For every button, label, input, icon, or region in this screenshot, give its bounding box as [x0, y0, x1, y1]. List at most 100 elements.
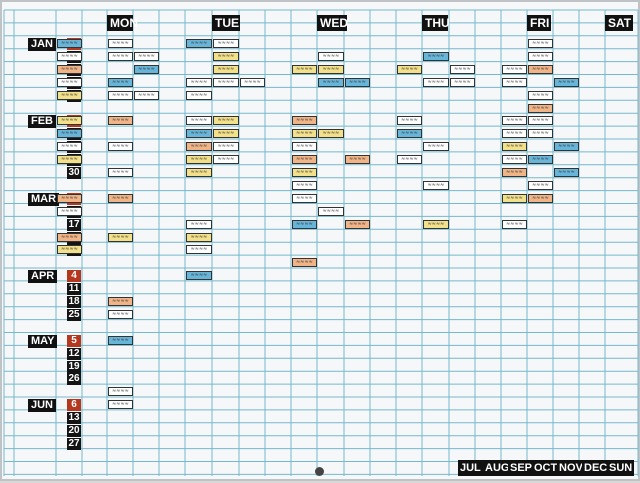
- magnet-white[interactable]: ≈≈≈≈: [186, 219, 212, 229]
- magnet-yellow[interactable]: ≈≈≈≈: [397, 64, 422, 74]
- magnet-white[interactable]: ≈≈≈≈: [108, 387, 133, 397]
- magnet-yellow[interactable]: ≈≈≈≈: [213, 64, 239, 74]
- magnet-white[interactable]: ≈≈≈≈: [423, 77, 449, 87]
- magnet-blue[interactable]: ≈≈≈≈: [528, 155, 553, 165]
- magnet-yellow[interactable]: ≈≈≈≈: [57, 155, 82, 165]
- magnet-white[interactable]: ≈≈≈≈: [186, 116, 212, 126]
- magnet-yellow[interactable]: ≈≈≈≈: [318, 129, 344, 139]
- magnet-orange[interactable]: ≈≈≈≈: [292, 258, 317, 268]
- magnet-white[interactable]: ≈≈≈≈: [318, 206, 344, 216]
- magnet-white[interactable]: ≈≈≈≈: [318, 51, 344, 61]
- magnet-white[interactable]: ≈≈≈≈: [108, 51, 133, 61]
- magnet-white[interactable]: ≈≈≈≈: [292, 180, 317, 190]
- magnet-yellow[interactable]: ≈≈≈≈: [57, 245, 82, 255]
- magnet-orange[interactable]: ≈≈≈≈: [292, 155, 317, 165]
- magnet-white[interactable]: ≈≈≈≈: [397, 155, 422, 165]
- magnet-white[interactable]: ≈≈≈≈: [213, 155, 239, 165]
- magnet-yellow[interactable]: ≈≈≈≈: [57, 116, 82, 126]
- magnet-blue[interactable]: ≈≈≈≈: [345, 77, 370, 87]
- magnet-yellow[interactable]: ≈≈≈≈: [292, 64, 317, 74]
- magnet-white[interactable]: ≈≈≈≈: [502, 77, 527, 87]
- magnet-blue[interactable]: ≈≈≈≈: [108, 335, 133, 345]
- magnet-white[interactable]: ≈≈≈≈: [292, 142, 317, 152]
- magnet-white[interactable]: ≈≈≈≈: [108, 142, 133, 152]
- magnet-yellow[interactable]: ≈≈≈≈: [423, 219, 449, 229]
- magnet-white[interactable]: ≈≈≈≈: [213, 39, 239, 48]
- magnet-orange[interactable]: ≈≈≈≈: [292, 116, 317, 126]
- magnet-orange[interactable]: ≈≈≈≈: [108, 116, 133, 126]
- magnet-white[interactable]: ≈≈≈≈: [528, 39, 553, 48]
- magnet-yellow[interactable]: ≈≈≈≈: [213, 116, 239, 126]
- magnet-blue[interactable]: ≈≈≈≈: [57, 39, 82, 48]
- magnet-white[interactable]: ≈≈≈≈: [108, 39, 133, 48]
- magnet-yellow[interactable]: ≈≈≈≈: [186, 232, 212, 242]
- magnet-white[interactable]: ≈≈≈≈: [502, 116, 527, 126]
- magnet-white[interactable]: ≈≈≈≈: [450, 64, 475, 74]
- magnet-white[interactable]: ≈≈≈≈: [186, 90, 212, 100]
- magnet-white[interactable]: ≈≈≈≈: [528, 90, 553, 100]
- magnet-white[interactable]: ≈≈≈≈: [213, 77, 239, 87]
- magnet-white[interactable]: ≈≈≈≈: [213, 142, 239, 152]
- magnet-yellow[interactable]: ≈≈≈≈: [186, 168, 212, 177]
- magnet-white[interactable]: ≈≈≈≈: [292, 193, 317, 203]
- magnet-white[interactable]: ≈≈≈≈: [57, 77, 82, 87]
- magnet-blue[interactable]: ≈≈≈≈: [423, 51, 449, 61]
- magnet-white[interactable]: ≈≈≈≈: [397, 116, 422, 126]
- magnet-blue[interactable]: ≈≈≈≈: [318, 77, 344, 87]
- magnet-white[interactable]: ≈≈≈≈: [57, 142, 82, 152]
- magnet-orange[interactable]: ≈≈≈≈: [186, 142, 212, 152]
- magnet-orange[interactable]: ≈≈≈≈: [345, 155, 370, 165]
- magnet-white[interactable]: ≈≈≈≈: [134, 90, 159, 100]
- magnet-white[interactable]: ≈≈≈≈: [240, 77, 265, 87]
- magnet-orange[interactable]: ≈≈≈≈: [502, 168, 527, 177]
- magnet-blue[interactable]: ≈≈≈≈: [554, 77, 579, 87]
- magnet-orange[interactable]: ≈≈≈≈: [57, 193, 82, 203]
- magnet-blue[interactable]: ≈≈≈≈: [554, 168, 579, 177]
- magnet-white[interactable]: ≈≈≈≈: [186, 245, 212, 255]
- magnet-white[interactable]: ≈≈≈≈: [528, 180, 553, 190]
- magnet-white[interactable]: ≈≈≈≈: [108, 400, 133, 410]
- magnet-white[interactable]: ≈≈≈≈: [528, 129, 553, 139]
- magnet-blue[interactable]: ≈≈≈≈: [134, 64, 159, 74]
- magnet-blue[interactable]: ≈≈≈≈: [186, 39, 212, 48]
- magnet-yellow[interactable]: ≈≈≈≈: [108, 232, 133, 242]
- magnet-white[interactable]: ≈≈≈≈: [186, 77, 212, 87]
- magnet-yellow[interactable]: ≈≈≈≈: [186, 155, 212, 165]
- magnet-blue[interactable]: ≈≈≈≈: [554, 142, 579, 152]
- magnet-blue[interactable]: ≈≈≈≈: [108, 77, 133, 87]
- magnet-orange[interactable]: ≈≈≈≈: [57, 64, 82, 74]
- magnet-blue[interactable]: ≈≈≈≈: [397, 129, 422, 139]
- magnet-white[interactable]: ≈≈≈≈: [108, 309, 133, 319]
- magnet-blue[interactable]: ≈≈≈≈: [292, 219, 317, 229]
- magnet-white[interactable]: ≈≈≈≈: [57, 206, 82, 216]
- magnet-orange[interactable]: ≈≈≈≈: [108, 297, 133, 306]
- magnet-yellow[interactable]: ≈≈≈≈: [292, 168, 317, 177]
- magnet-blue[interactable]: ≈≈≈≈: [57, 129, 82, 139]
- magnet-orange[interactable]: ≈≈≈≈: [57, 232, 82, 242]
- magnet-orange[interactable]: ≈≈≈≈: [108, 193, 133, 203]
- magnet-yellow[interactable]: ≈≈≈≈: [502, 142, 527, 152]
- magnet-white[interactable]: ≈≈≈≈: [528, 51, 553, 61]
- magnet-white[interactable]: ≈≈≈≈: [423, 142, 449, 152]
- magnet-yellow[interactable]: ≈≈≈≈: [213, 129, 239, 139]
- magnet-orange[interactable]: ≈≈≈≈: [528, 103, 553, 113]
- magnet-yellow[interactable]: ≈≈≈≈: [502, 193, 527, 203]
- magnet-yellow[interactable]: ≈≈≈≈: [213, 51, 239, 61]
- magnet-yellow[interactable]: ≈≈≈≈: [318, 64, 344, 74]
- magnet-white[interactable]: ≈≈≈≈: [134, 51, 159, 61]
- magnet-white[interactable]: ≈≈≈≈: [450, 77, 475, 87]
- magnet-white[interactable]: ≈≈≈≈: [57, 51, 82, 61]
- magnet-white[interactable]: ≈≈≈≈: [502, 64, 527, 74]
- magnet-orange[interactable]: ≈≈≈≈: [528, 64, 553, 74]
- magnet-blue[interactable]: ≈≈≈≈: [186, 271, 212, 281]
- magnet-white[interactable]: ≈≈≈≈: [423, 180, 449, 190]
- magnet-white[interactable]: ≈≈≈≈: [108, 90, 133, 100]
- magnet-white[interactable]: ≈≈≈≈: [502, 219, 527, 229]
- magnet-orange[interactable]: ≈≈≈≈: [345, 219, 370, 229]
- magnet-white[interactable]: ≈≈≈≈: [108, 168, 133, 177]
- magnet-yellow[interactable]: ≈≈≈≈: [57, 90, 82, 100]
- magnet-yellow[interactable]: ≈≈≈≈: [292, 129, 317, 139]
- magnet-orange[interactable]: ≈≈≈≈: [528, 193, 553, 203]
- magnet-white[interactable]: ≈≈≈≈: [502, 155, 527, 165]
- magnet-white[interactable]: ≈≈≈≈: [502, 129, 527, 139]
